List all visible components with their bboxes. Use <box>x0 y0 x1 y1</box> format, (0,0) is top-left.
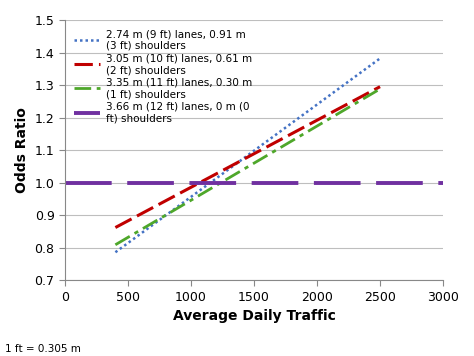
3.35 m (11 ft) lanes, 0.30 m
(1 ft) shoulders <box>112 243 118 247</box>
Line: 3.35 m (11 ft) lanes, 0.30 m
(1 ft) shoulders: 3.35 m (11 ft) lanes, 0.30 m (1 ft) shou… <box>115 89 380 245</box>
Legend: 2.74 m (9 ft) lanes, 0.91 m
(3 ft) shoulders, 3.05 m (10 ft) lanes, 0.61 m
(2 ft: 2.74 m (9 ft) lanes, 0.91 m (3 ft) shoul… <box>70 25 256 128</box>
Text: 1 ft = 0.305 m: 1 ft = 0.305 m <box>5 344 81 354</box>
2.74 m (9 ft) lanes, 0.91 m
(3 ft) shoulders <box>377 56 383 61</box>
Line: 3.05 m (10 ft) lanes, 0.61 m
(2 ft) shoulders: 3.05 m (10 ft) lanes, 0.61 m (2 ft) shou… <box>115 87 380 227</box>
3.35 m (11 ft) lanes, 0.30 m
(1 ft) shoulders <box>377 87 383 91</box>
X-axis label: Average Daily Traffic: Average Daily Traffic <box>173 309 336 323</box>
Line: 2.74 m (9 ft) lanes, 0.91 m
(3 ft) shoulders: 2.74 m (9 ft) lanes, 0.91 m (3 ft) shoul… <box>115 58 380 252</box>
3.05 m (10 ft) lanes, 0.61 m
(2 ft) shoulders <box>377 84 383 89</box>
3.05 m (10 ft) lanes, 0.61 m
(2 ft) shoulders <box>112 225 118 230</box>
Y-axis label: Odds Ratio: Odds Ratio <box>15 107 29 193</box>
2.74 m (9 ft) lanes, 0.91 m
(3 ft) shoulders <box>112 250 118 255</box>
